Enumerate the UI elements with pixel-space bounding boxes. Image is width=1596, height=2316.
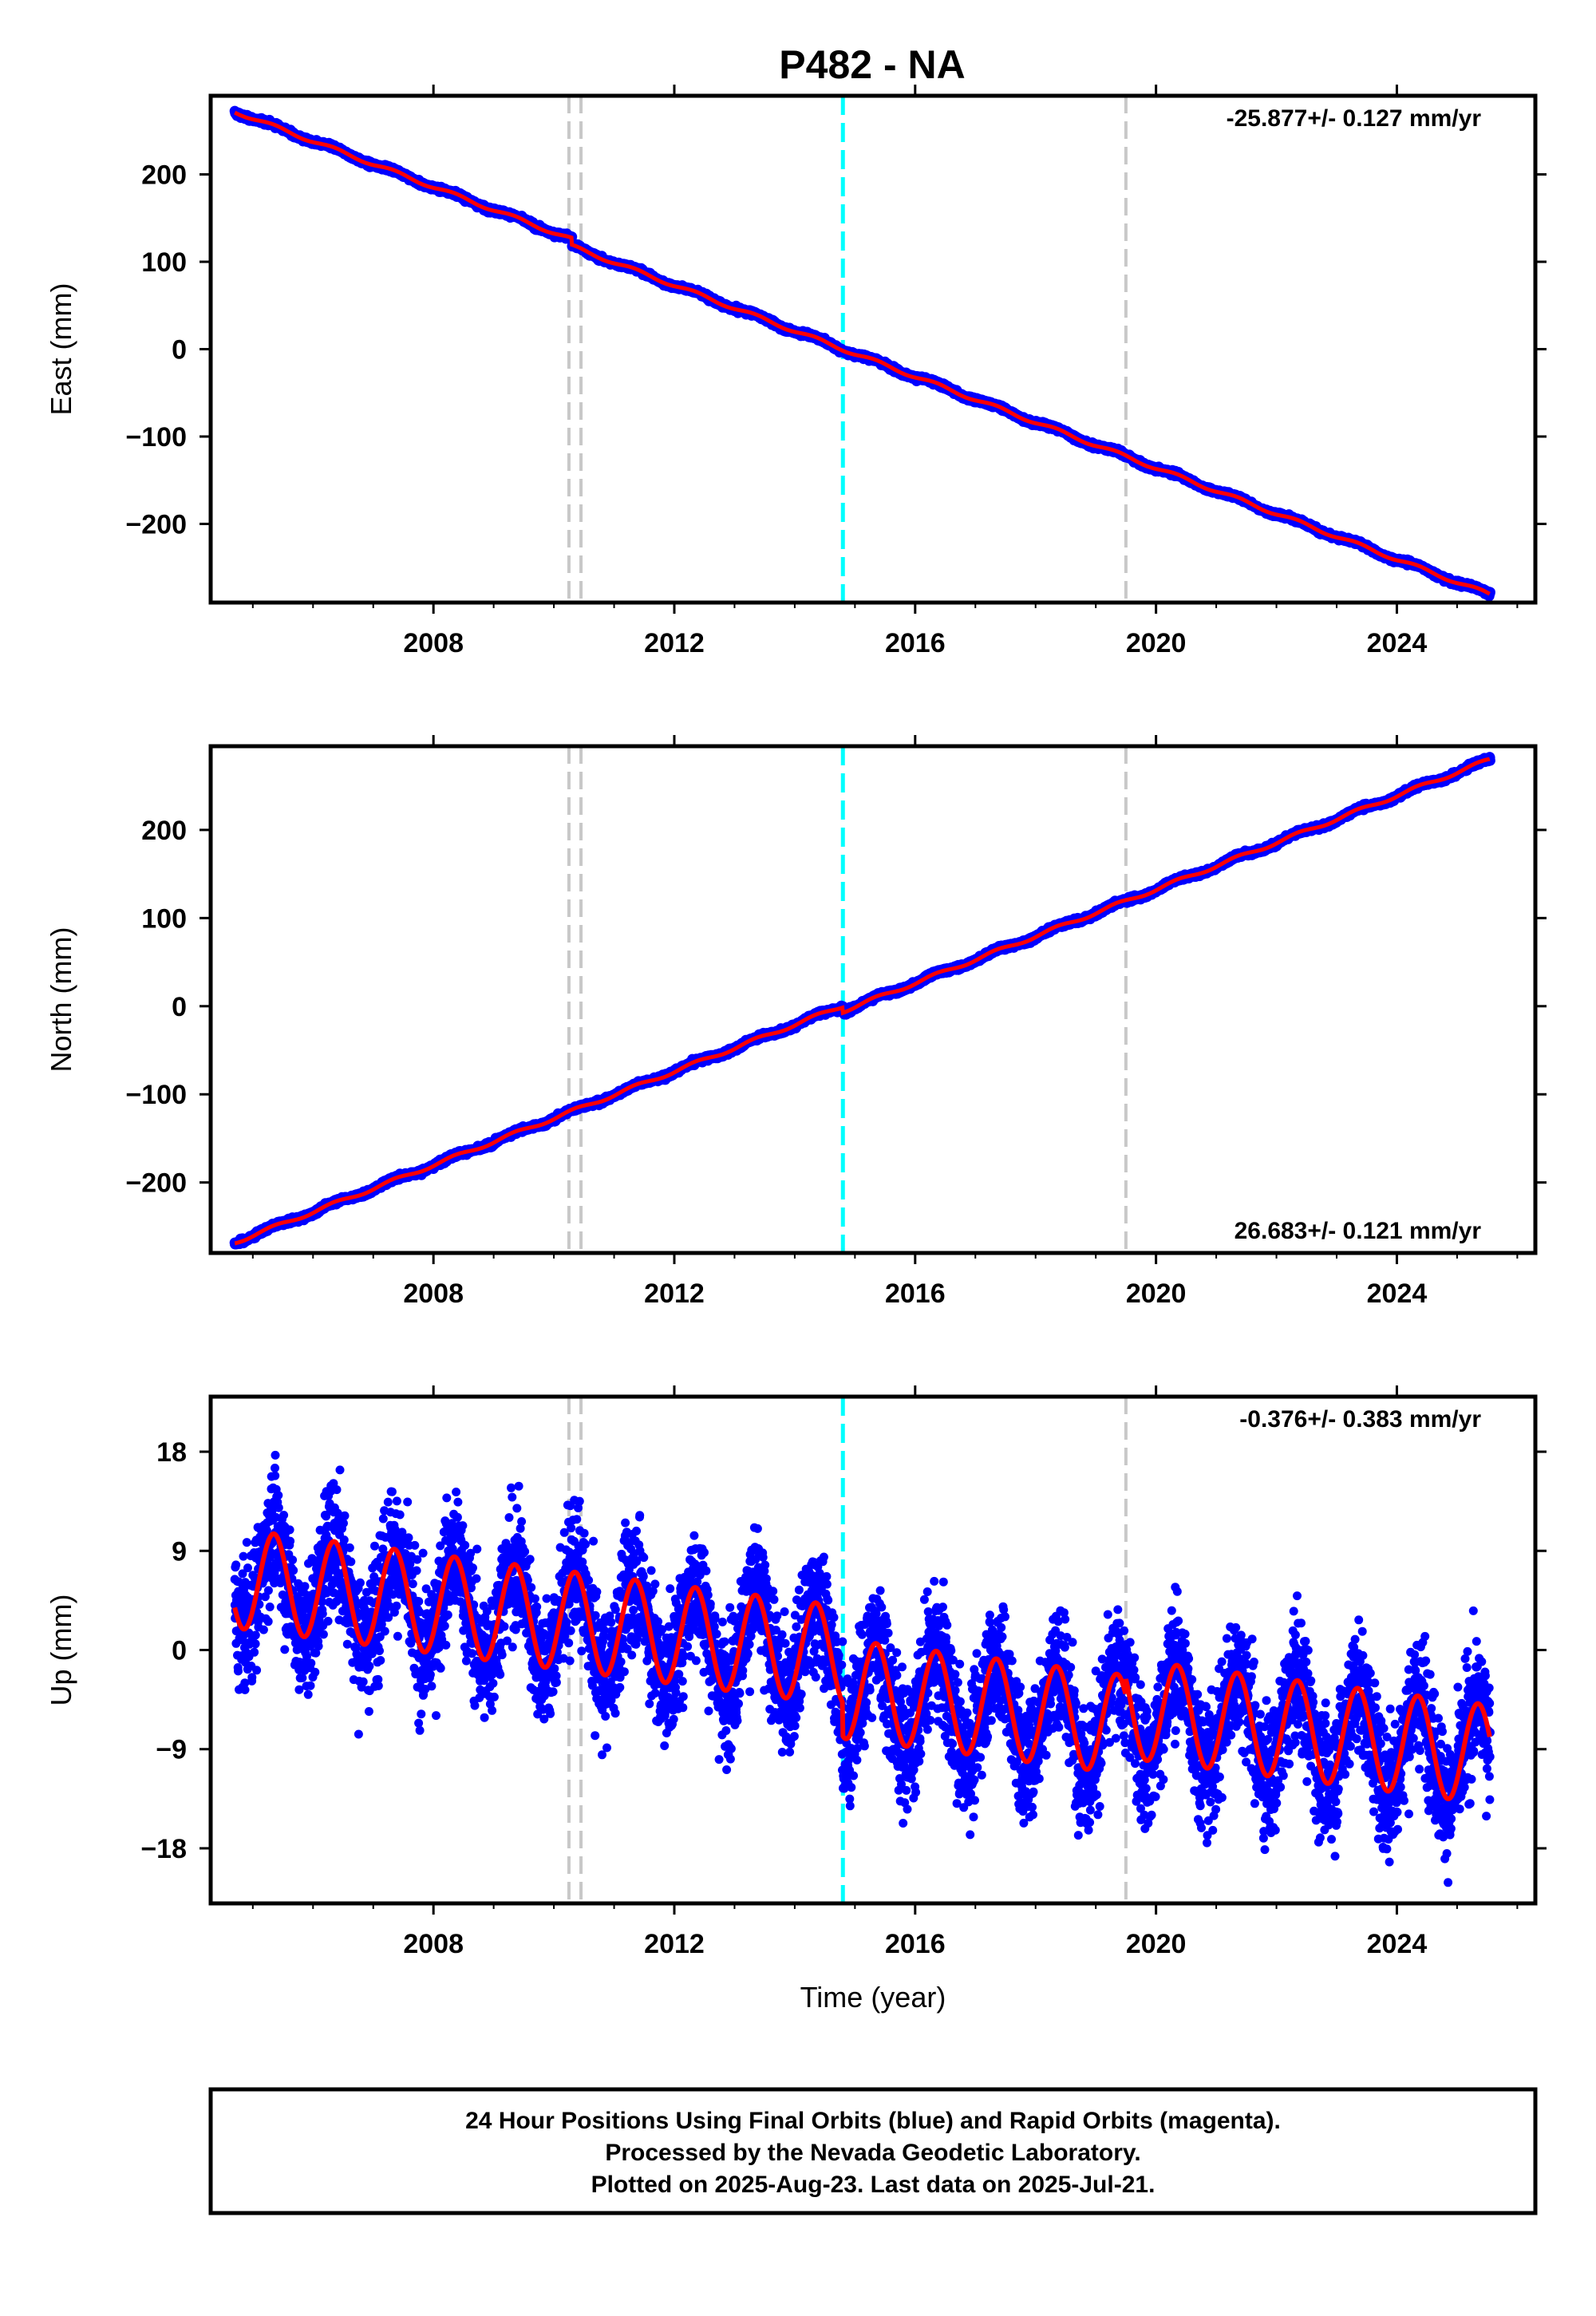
chart-title: P482 - NA	[779, 42, 965, 87]
east-points	[229, 105, 1495, 602]
